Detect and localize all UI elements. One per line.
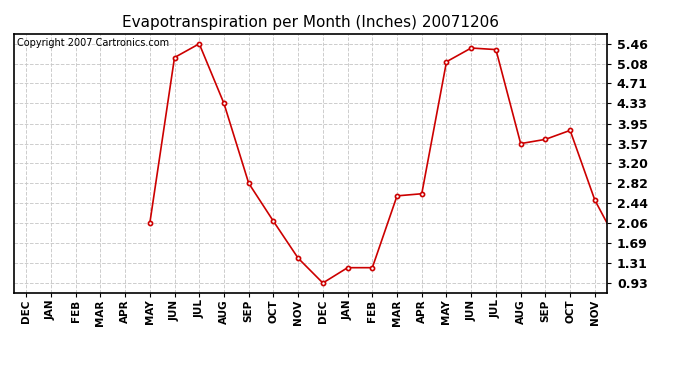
Text: Copyright 2007 Cartronics.com: Copyright 2007 Cartronics.com [17, 38, 169, 48]
Title: Evapotranspiration per Month (Inches) 20071206: Evapotranspiration per Month (Inches) 20… [122, 15, 499, 30]
